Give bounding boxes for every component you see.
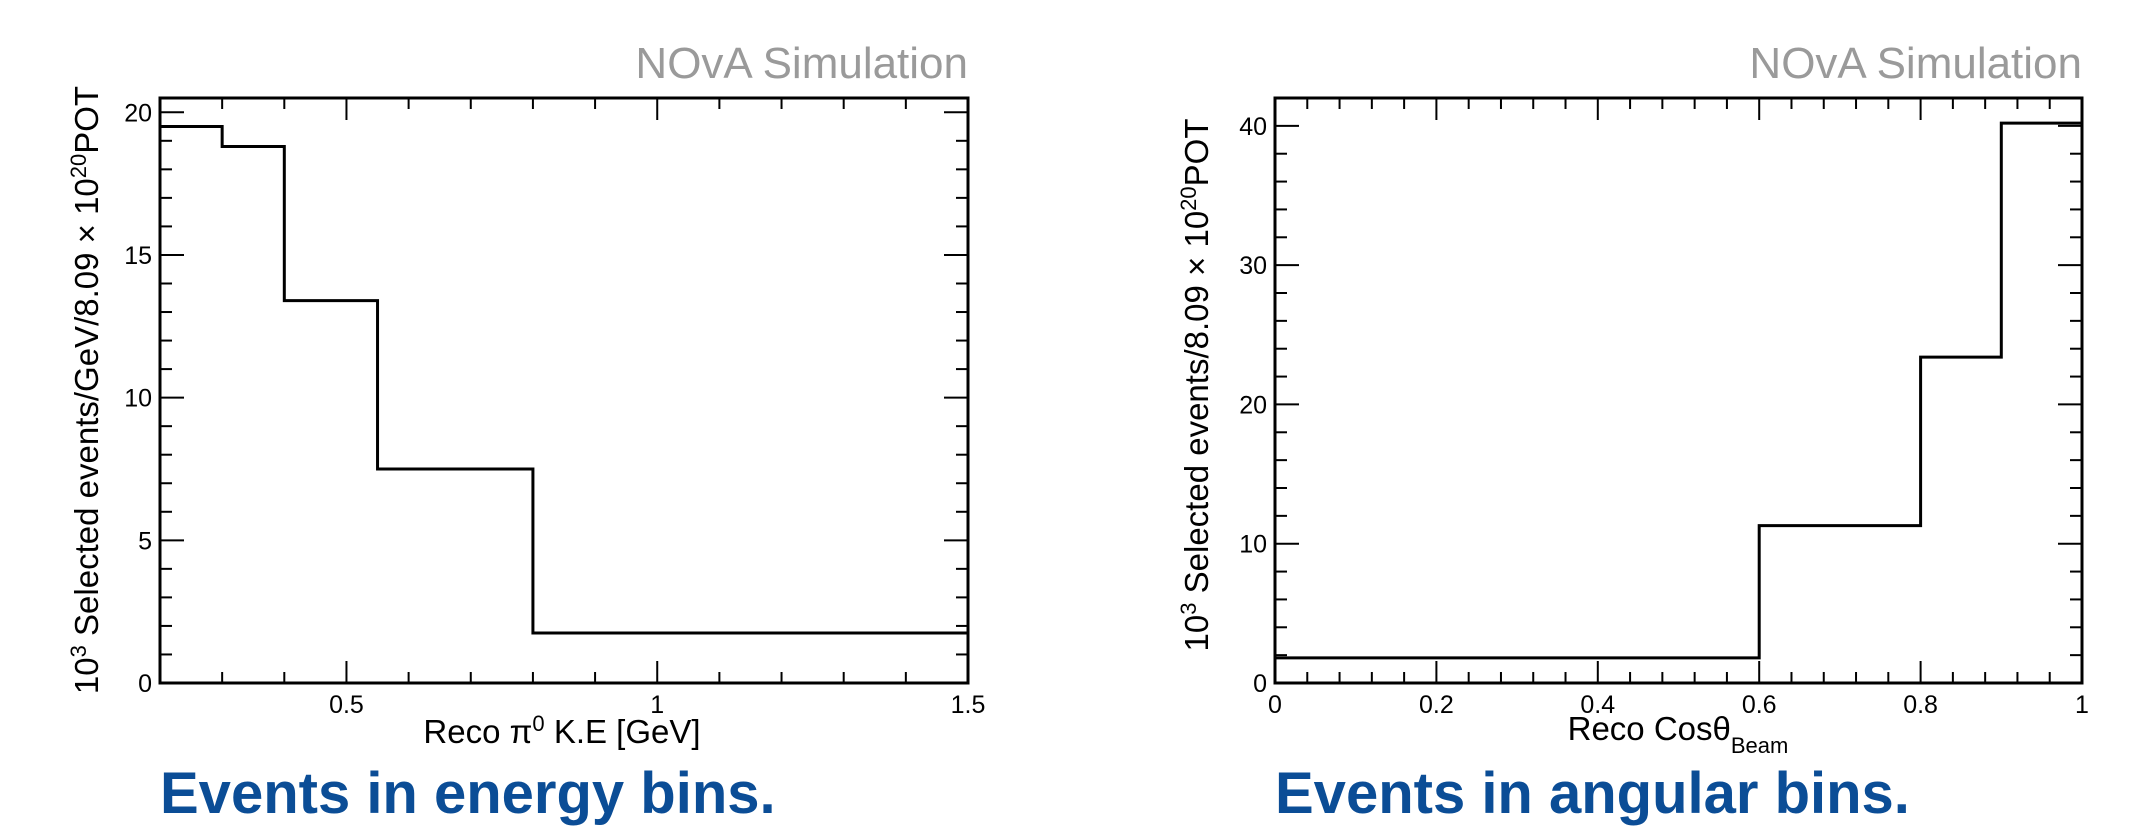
y-label-main-exp: 20	[66, 154, 91, 178]
y-label-main: Selected events/8.09 × 10	[1178, 211, 1215, 603]
y-label-base: 10	[1178, 615, 1215, 652]
y-tick-label: 40	[1239, 113, 1267, 141]
y-label-base-exp: 3	[66, 645, 91, 657]
x-tick-label: 0.6	[1742, 691, 1777, 719]
axis-ticks	[159, 98, 969, 684]
y-tick-label: 15	[124, 242, 152, 270]
x-tick-label: 0.4	[1580, 691, 1615, 719]
plot-frame	[1273, 96, 2084, 685]
x-tick-label: 0.5	[329, 691, 364, 719]
y-label-tail: POT	[68, 86, 105, 154]
y-tick-label: 20	[1239, 391, 1267, 419]
y-tick-label: 10	[1239, 531, 1267, 559]
x-label-tail: K.E [GeV]	[545, 713, 701, 750]
x-label-main: Reco π	[423, 713, 532, 750]
y-tick-label: 20	[124, 99, 152, 127]
y-tick-label: 0	[1253, 670, 1267, 698]
x-tick-label: 1.5	[951, 691, 986, 719]
x-tick-label: 0.8	[1903, 691, 1938, 719]
y-tick-label: 0	[138, 670, 152, 698]
y-axis-label: 103 Selected events/8.09 × 1020POT	[1176, 119, 1216, 652]
x-tick-label: 0	[1268, 691, 1282, 719]
watermark: NOvA Simulation	[1749, 39, 2082, 88]
x-axis-label: Reco π0 K.E [GeV]	[423, 711, 700, 751]
y-tick-label: 10	[124, 385, 152, 413]
histogram-line	[160, 125, 968, 635]
tick-labels: 0.5 1 1.5 0 5 10 15 20	[124, 99, 985, 719]
axis-ticks	[1274, 97, 2083, 684]
y-label-main: Selected events/GeV/8.09 × 10	[68, 178, 105, 645]
y-label-main-exp: 20	[1176, 186, 1201, 210]
histogram-line	[1275, 121, 2082, 660]
y-tick-label: 5	[138, 527, 152, 555]
y-axis-label: 103 Selected events/GeV/8.09 × 1020POT	[66, 86, 106, 694]
y-label-base: 10	[68, 657, 105, 694]
x-axis-label: Reco CosθBeam	[1568, 710, 1789, 758]
y-label-tail: POT	[1178, 119, 1215, 187]
x-tick-label: 1	[650, 691, 664, 719]
caption-angular-bins: Events in angular bins.	[1275, 761, 1910, 826]
x-label-main: Reco Cosθ	[1568, 710, 1731, 747]
x-label-sub: Beam	[1731, 733, 1788, 758]
x-label-sup: 0	[532, 711, 544, 736]
caption-energy-bins: Events in energy bins.	[160, 761, 776, 826]
watermark: NOvA Simulation	[635, 39, 968, 88]
x-tick-label: 0.2	[1419, 691, 1454, 719]
angular-histogram: NOvA Simulation 0 0.2 0.4 0.6 0.8 1010203040 …	[1176, 39, 2089, 758]
y-tick-label: 30	[1239, 252, 1267, 280]
y-label-base-exp: 3	[1176, 603, 1201, 615]
plot-frame	[158, 96, 970, 685]
x-tick-label: 1	[2075, 691, 2089, 719]
